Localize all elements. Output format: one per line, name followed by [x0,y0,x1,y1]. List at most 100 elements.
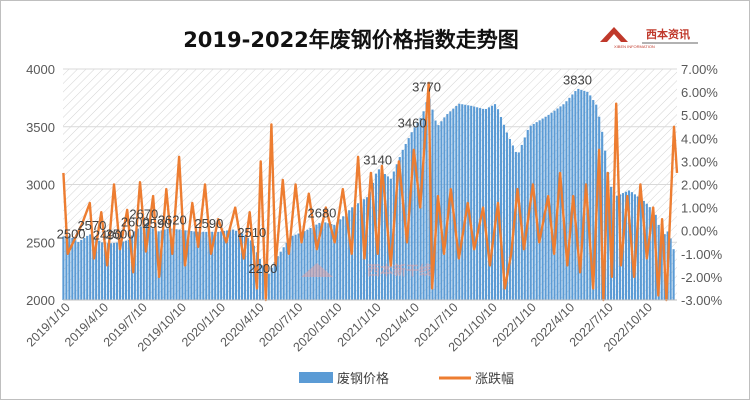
price-bar [107,243,110,300]
price-bar [416,122,419,300]
price-bar [446,114,449,300]
price-bar [243,235,247,300]
price-bar [607,172,610,300]
price-bar [529,125,532,301]
price-bar [294,234,297,300]
price-bar [455,105,458,301]
y-left-tick-label: 4000 [26,62,55,77]
price-bar [112,242,116,300]
data-label: 2500 [106,226,135,241]
price-bar [559,106,562,300]
price-bar [267,273,270,300]
price-bar [208,231,211,300]
x-axis: 2019/1/102019/4/102019/7/102019/10/10202… [24,299,677,354]
price-bar [306,229,309,300]
price-bar [612,192,616,300]
price-bar [443,117,446,301]
price-bar [669,238,672,300]
price-bar [115,242,119,300]
price-bar [217,231,220,300]
data-label: 2670 [129,207,158,222]
price-bar [327,223,330,300]
price-bar [476,107,479,300]
price-bar [74,240,77,300]
y-right-tick-label: 7.00% [681,62,718,77]
price-bar [229,230,232,300]
y-right-tick-label: -3.00% [681,293,723,308]
data-label: 3770 [412,80,441,95]
price-bar [118,242,122,300]
price-bar [490,105,494,300]
price-bar [434,120,437,300]
price-bar [151,228,154,300]
price-bar [234,230,238,300]
price-bar [395,164,398,300]
price-bar [624,191,628,300]
price-bar [312,226,315,300]
price-bar [121,241,125,300]
legend: 废钢价格 涨跌幅 [299,371,514,387]
chart-title: 2019-2022年废钢价格指数走势图 [183,28,519,52]
data-label: 2600 [121,215,150,230]
price-bar [568,97,571,301]
price-bar [258,258,261,300]
y-right-tick-label: 0.00% [681,224,718,239]
data-label: 3140 [363,152,392,167]
legend-label-change: 涨跌幅 [475,371,514,387]
y-right-tick-label: 6.00% [681,85,718,100]
price-bar [300,232,303,300]
price-bar [178,229,181,300]
data-label: 2680 [307,205,336,220]
price-bar [511,145,514,300]
price-bar [425,102,428,300]
price-bar [419,117,422,301]
price-bar [368,192,372,300]
price-bar [104,242,107,300]
price-bar [482,108,485,301]
change-line-path [62,81,679,302]
price-bar [160,230,163,300]
price-bar [401,149,404,300]
price-bar [336,222,339,300]
y-right-tick-label: 3.00% [681,154,718,169]
data-label: 2590 [194,216,223,231]
price-bar [139,226,142,300]
price-bar [237,231,241,300]
price-bar [232,229,235,300]
price-bar [68,235,71,300]
price-bar [440,121,443,300]
price-bar [175,229,178,300]
price-bar [487,107,491,300]
price-bar [193,231,196,300]
price-bar [410,132,413,300]
price-bar [342,216,345,300]
watermark-text: 西本新干线 [367,263,432,279]
legend-label-price: 废钢价格 [337,371,389,387]
price-bar [276,256,279,300]
price-bar [101,242,104,300]
price-bar [279,251,282,300]
price-bar [109,243,113,300]
price-bar [95,238,98,300]
price-bar [89,234,92,300]
price-bar [145,223,148,300]
price-bar [187,230,190,300]
price-bar [502,124,506,300]
price-bar [660,235,663,300]
price-bar [553,110,556,300]
price-bar [333,224,336,300]
price-bar [592,100,595,301]
price-bar [172,228,175,300]
price-bar [672,249,675,300]
price-bar [348,210,351,300]
data-label: 3830 [563,73,592,88]
price-bar [589,95,592,301]
price-bar [246,238,250,300]
price-bar [470,105,473,300]
price-bar [464,104,467,301]
price-bar [550,112,553,300]
price-bar [493,104,497,300]
